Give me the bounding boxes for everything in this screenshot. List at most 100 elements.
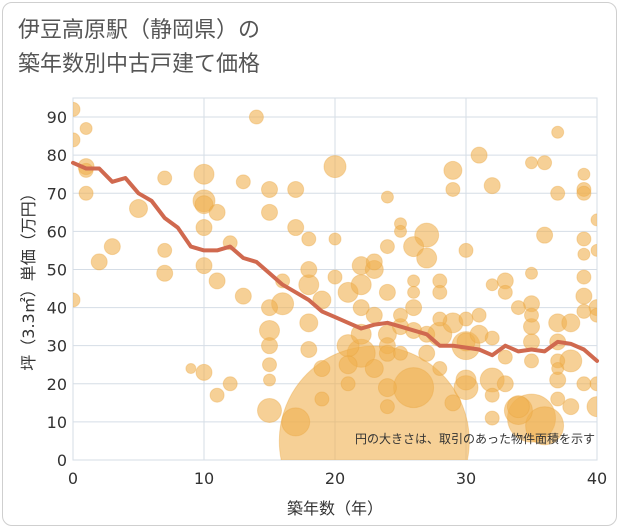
data-bubble (407, 274, 421, 288)
data-bubble (314, 391, 330, 407)
data-bubble (590, 243, 597, 257)
x-axis-label: 築年数（年） (287, 499, 383, 518)
data-bubble (73, 132, 81, 148)
data-bubble (418, 344, 436, 362)
data-bubble (455, 369, 477, 391)
bubble-layer (73, 101, 597, 460)
data-bubble (195, 219, 213, 237)
data-bubble (193, 163, 215, 185)
data-bubble (484, 410, 500, 426)
data-bubble (537, 155, 553, 171)
data-bubble (281, 407, 311, 437)
data-bubble (350, 274, 372, 296)
data-bubble (576, 376, 592, 392)
data-bubble (263, 373, 276, 387)
data-bubble (432, 284, 448, 300)
data-bubble (377, 378, 397, 398)
data-bubble (208, 203, 226, 221)
data-bubble (287, 219, 305, 237)
data-bubble (525, 406, 565, 446)
data-bubble (506, 395, 530, 419)
data-bubble (156, 264, 174, 282)
data-bubble (577, 167, 591, 181)
data-bubble (129, 199, 148, 219)
y-axis-label: 坪（3.3㎡）単価（万円） (19, 185, 38, 370)
data-bubble (234, 287, 252, 305)
data-bubble (235, 174, 251, 190)
x-tick-label: 30 (456, 469, 476, 488)
y-tick-label: 80 (47, 146, 67, 165)
data-bubble (261, 337, 278, 355)
data-bubble (470, 146, 488, 164)
data-bubble (562, 398, 580, 416)
data-bubble (445, 181, 461, 197)
data-bubble (497, 284, 513, 300)
data-bubble (484, 387, 500, 403)
data-bubble (577, 247, 591, 261)
data-bubble (525, 266, 538, 280)
size-note: 円の大きさは、取引のあった物件面積を示す (355, 431, 595, 446)
data-bubble (185, 363, 197, 375)
data-bubble (394, 224, 407, 238)
data-bubble (365, 253, 383, 271)
data-bubble (262, 357, 277, 373)
data-bubble (432, 361, 448, 377)
data-bubble (496, 375, 514, 393)
y-tick-label: 0 (57, 451, 67, 470)
y-tick-label: 90 (47, 108, 67, 127)
data-bubble (524, 307, 539, 323)
data-bubble (497, 349, 513, 365)
data-bubble (407, 285, 421, 299)
y-tick-label: 70 (47, 184, 67, 203)
data-bubble (586, 396, 597, 418)
chart-title-line1: 伊豆高原駅（静岡県）の (18, 18, 261, 43)
data-bubble (379, 239, 395, 255)
data-bubble (299, 313, 319, 333)
data-bubble (576, 185, 592, 201)
data-bubble (576, 303, 592, 319)
data-bubble (261, 203, 278, 221)
data-bubble (194, 195, 214, 215)
data-bubble (589, 307, 597, 323)
data-bubble (432, 311, 448, 327)
data-bubble (379, 399, 395, 415)
data-bubble (416, 247, 438, 269)
data-bubble (550, 391, 566, 407)
x-tick-label: 20 (325, 469, 345, 488)
chart-title-line2: 築年数別中古戸建て価格 (18, 52, 261, 77)
data-bubble (209, 387, 225, 403)
data-bubble (471, 307, 487, 323)
data-bubble (524, 353, 539, 369)
data-bubble (484, 330, 500, 346)
data-bubble (261, 299, 278, 317)
data-bubble (338, 355, 358, 375)
data-bubble (103, 238, 121, 256)
data-bubble (350, 323, 372, 345)
y-tick-label: 50 (47, 260, 67, 279)
data-bubble (300, 340, 318, 358)
data-bubble (248, 109, 264, 125)
data-bubble (523, 333, 540, 351)
y-tick-label: 30 (47, 337, 67, 356)
data-bubble (405, 299, 423, 317)
data-bubble (561, 313, 581, 333)
data-bubble (195, 363, 213, 381)
data-bubble (79, 121, 93, 135)
data-bubble (575, 287, 593, 305)
data-bubble (73, 292, 81, 308)
y-tick-label: 60 (47, 222, 67, 241)
y-tick-label: 20 (47, 375, 67, 394)
data-bubble (458, 242, 474, 258)
data-bubble (443, 160, 463, 180)
data-bubble (483, 177, 501, 195)
data-bubble (525, 156, 538, 170)
data-bubble (576, 269, 592, 285)
x-tick-label: 10 (194, 469, 214, 488)
data-bubble (73, 101, 81, 117)
x-tick-label: 0 (68, 469, 78, 488)
data-bubble (301, 231, 317, 247)
data-bubble (90, 253, 108, 271)
data-bubble (157, 170, 173, 186)
data-bubble (393, 307, 408, 323)
